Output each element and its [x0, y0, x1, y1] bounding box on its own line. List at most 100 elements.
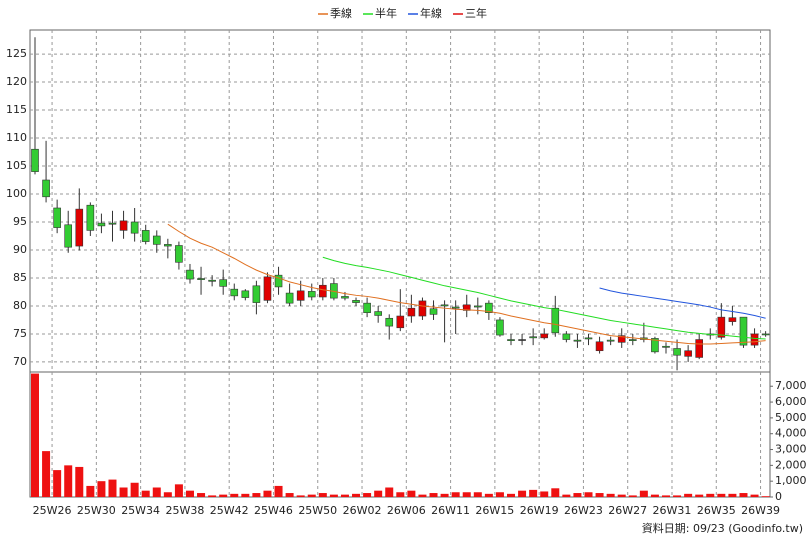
- volume-bar: [396, 492, 405, 497]
- candle-body: [86, 204, 95, 231]
- candle-body: [219, 279, 227, 287]
- candle-body: [407, 307, 416, 317]
- candle-body: [684, 350, 692, 357]
- ma-line: [599, 287, 766, 319]
- x-tick-label: 25W30: [77, 504, 116, 517]
- y-tick-label: 120: [6, 75, 27, 88]
- candle-body: [695, 339, 704, 358]
- volume-bar: [584, 492, 593, 497]
- volume-bar: [462, 492, 471, 497]
- candle-body: [341, 296, 349, 299]
- volume-bar: [296, 495, 305, 497]
- candle-body: [573, 339, 582, 342]
- volume-bar: [174, 484, 183, 497]
- volume-bar: [661, 495, 670, 497]
- candle-body: [175, 245, 183, 263]
- y-tick-label: 2,000: [775, 458, 807, 471]
- candle-body: [418, 300, 427, 317]
- x-tick-label: 26W19: [520, 504, 559, 517]
- candle-body: [473, 305, 482, 308]
- y-tick-label: 110: [6, 131, 27, 144]
- volume-bar: [673, 495, 682, 497]
- x-tick-label: 26W11: [431, 504, 470, 517]
- volume-bar: [64, 465, 73, 497]
- volume-bar: [495, 492, 504, 497]
- candle-body: [274, 274, 283, 288]
- candle-body: [496, 319, 504, 336]
- x-tick-label: 26W39: [741, 504, 780, 517]
- volume-bar: [274, 485, 283, 497]
- volume-bar: [639, 490, 648, 497]
- volume-bar: [252, 493, 261, 497]
- x-tick-label: 25W26: [33, 504, 72, 517]
- y-tick-label: 125: [6, 47, 27, 60]
- y-tick-label: 105: [6, 159, 27, 172]
- y-tick-label: 5,000: [775, 411, 807, 424]
- volume-bar: [86, 485, 95, 497]
- source-note: 資料日期: 09/23 (Goodinfo.tw): [642, 521, 803, 535]
- candle-body: [119, 220, 128, 231]
- candle-body: [252, 285, 261, 303]
- x-tick-label: 25W38: [165, 504, 204, 517]
- candle-body: [31, 148, 39, 172]
- legend-label: 年線: [420, 6, 442, 20]
- volume-bar: [595, 493, 604, 497]
- candle-body: [307, 291, 316, 298]
- volume-bar: [119, 487, 128, 497]
- volume-bar: [130, 482, 139, 497]
- volume-bar: [617, 494, 626, 497]
- candle-body: [141, 230, 150, 242]
- volume-bar: [750, 494, 759, 497]
- x-tick-label: 26W31: [653, 504, 692, 517]
- y-tick-label: 1,000: [775, 474, 807, 487]
- volume-bar: [241, 493, 250, 497]
- ma-line: [167, 223, 766, 345]
- candle-body: [64, 224, 73, 248]
- volume-bar: [97, 481, 106, 497]
- candle-body: [540, 333, 549, 339]
- candle-body: [230, 288, 239, 297]
- candle-body: [396, 315, 405, 329]
- candle-body: [75, 208, 84, 247]
- legend-label: 半年: [375, 6, 397, 20]
- volume-bar: [573, 493, 582, 497]
- y-tick-label: 80: [13, 299, 27, 312]
- candle-body: [296, 290, 305, 301]
- x-tick-label: 25W50: [298, 504, 337, 517]
- candle-body: [186, 269, 194, 280]
- volume-bar: [219, 494, 228, 497]
- volume-bar: [739, 493, 748, 497]
- y-tick-label: 70: [13, 355, 27, 368]
- volume-bar: [31, 373, 39, 497]
- volume-bar: [152, 487, 161, 497]
- volume-bar: [540, 491, 549, 497]
- volume-bar: [385, 487, 394, 497]
- candle-body: [595, 341, 604, 352]
- volume-bar: [440, 493, 449, 497]
- volume-bar: [684, 493, 693, 497]
- volume-bar: [318, 493, 327, 497]
- candle-body: [529, 336, 537, 339]
- candle-body: [108, 222, 117, 225]
- candle-body: [761, 333, 770, 336]
- volume-bar: [285, 493, 294, 497]
- x-tick-label: 25W46: [254, 504, 293, 517]
- candle-body: [374, 311, 382, 316]
- volume-bar: [518, 490, 527, 497]
- candle-body: [728, 317, 737, 322]
- x-tick-label: 26W27: [608, 504, 647, 517]
- candle-body: [241, 290, 250, 298]
- candle-body: [319, 284, 327, 298]
- candle-body: [208, 279, 216, 282]
- candle-body: [130, 221, 139, 234]
- volume-bar: [507, 493, 516, 497]
- candle-body: [551, 307, 560, 334]
- volume-bar: [340, 494, 349, 497]
- volume-bar: [628, 495, 637, 497]
- candle-body: [606, 339, 615, 342]
- y-tick-label: 100: [6, 187, 27, 200]
- candle-body: [152, 235, 161, 245]
- volume-bar: [329, 494, 338, 497]
- candle-body: [164, 244, 172, 247]
